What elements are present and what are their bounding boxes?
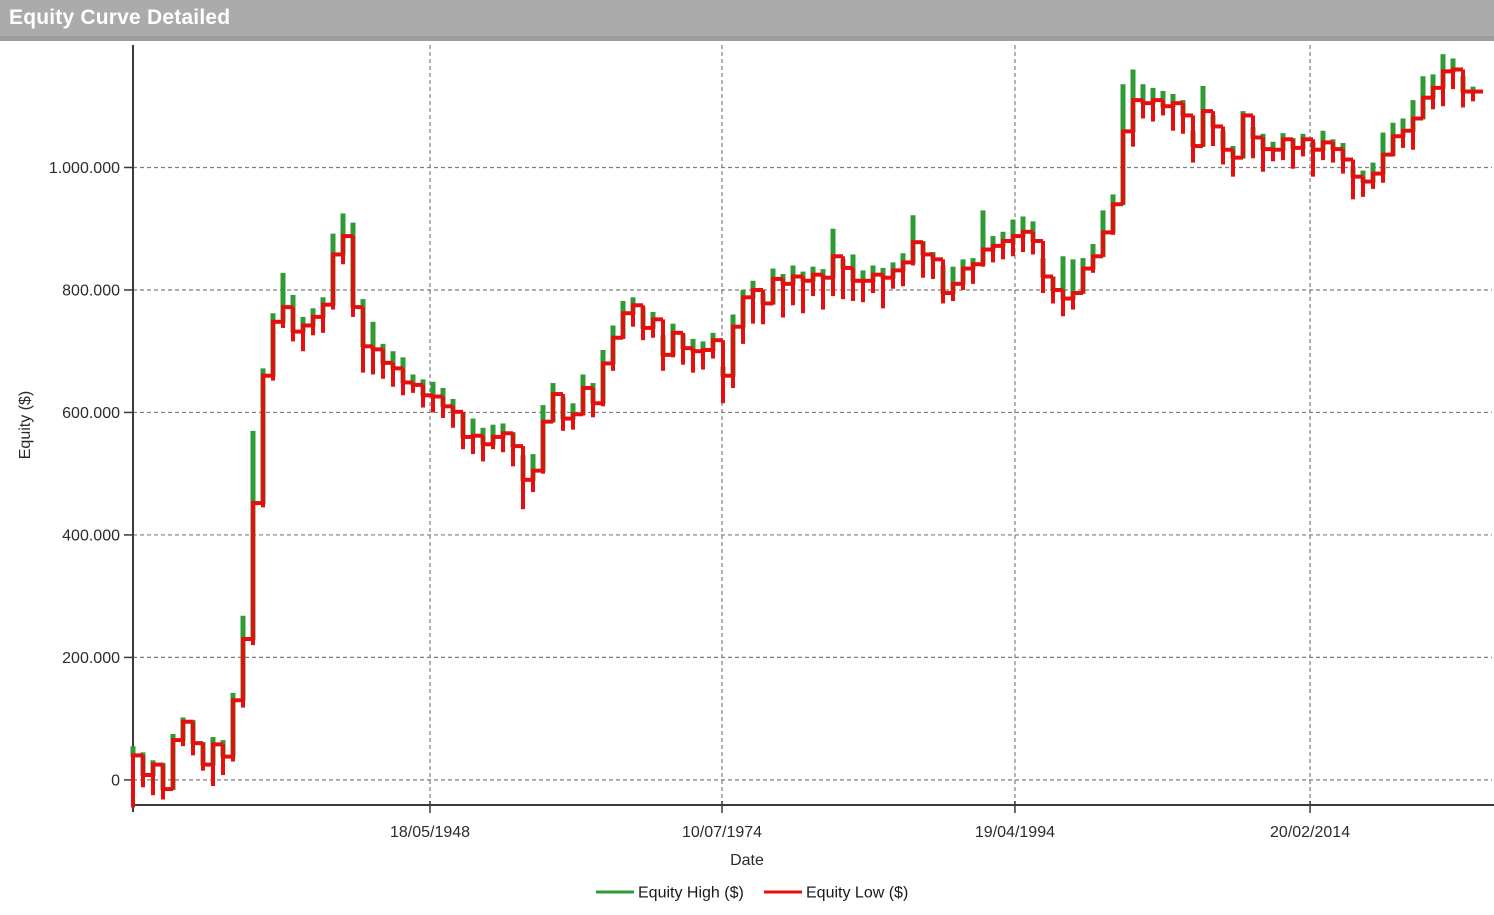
- y-axis-ticks-labels: 0 200.000 400.000 600.000 800.000 1.000.000: [49, 160, 133, 789]
- axis-titles: Date Equity ($): [17, 391, 764, 869]
- page-title: Equity Curve Detailed: [9, 6, 231, 29]
- legend-label-equity-low: Equity Low ($): [806, 885, 908, 902]
- y-tick-label: 1.000.000: [49, 160, 120, 177]
- x-tick-label: 10/07/1974: [682, 824, 762, 841]
- y-tick-label: 400.000: [62, 527, 120, 544]
- title-bar: Equity Curve Detailed: [0, 0, 1494, 41]
- x-axis-title: Date: [730, 852, 764, 869]
- y-gridlines: [133, 166, 1492, 781]
- series-equity-high: [130, 54, 1476, 791]
- chart-area: 0 200.000 400.000 600.000 800.000 1.000.000 18…: [0, 41, 1494, 910]
- y-axis-title: Equity ($): [17, 391, 34, 459]
- series-equity-low: [131, 67, 1483, 808]
- y-tick-label: 600.000: [62, 405, 120, 422]
- x-gridlines: [429, 45, 1311, 805]
- legend-label-equity-high: Equity High ($): [638, 885, 744, 902]
- x-tick-label: 18/05/1948: [390, 824, 470, 841]
- legend: Equity High ($) Equity Low ($): [596, 885, 908, 902]
- y-tick-label: 200.000: [62, 650, 120, 667]
- axes: [132, 45, 1494, 812]
- x-axis-ticks-labels: 18/05/1948 10/07/1974 19/04/1994 20/02/2014: [390, 801, 1350, 841]
- x-tick-label: 20/02/2014: [1270, 824, 1350, 841]
- x-tick-label: 19/04/1994: [975, 824, 1055, 841]
- y-tick-label: 0: [111, 772, 120, 789]
- y-tick-label: 800.000: [62, 282, 120, 299]
- equity-curve-chart: 0 200.000 400.000 600.000 800.000 1.000.000 18…: [17, 45, 1494, 902]
